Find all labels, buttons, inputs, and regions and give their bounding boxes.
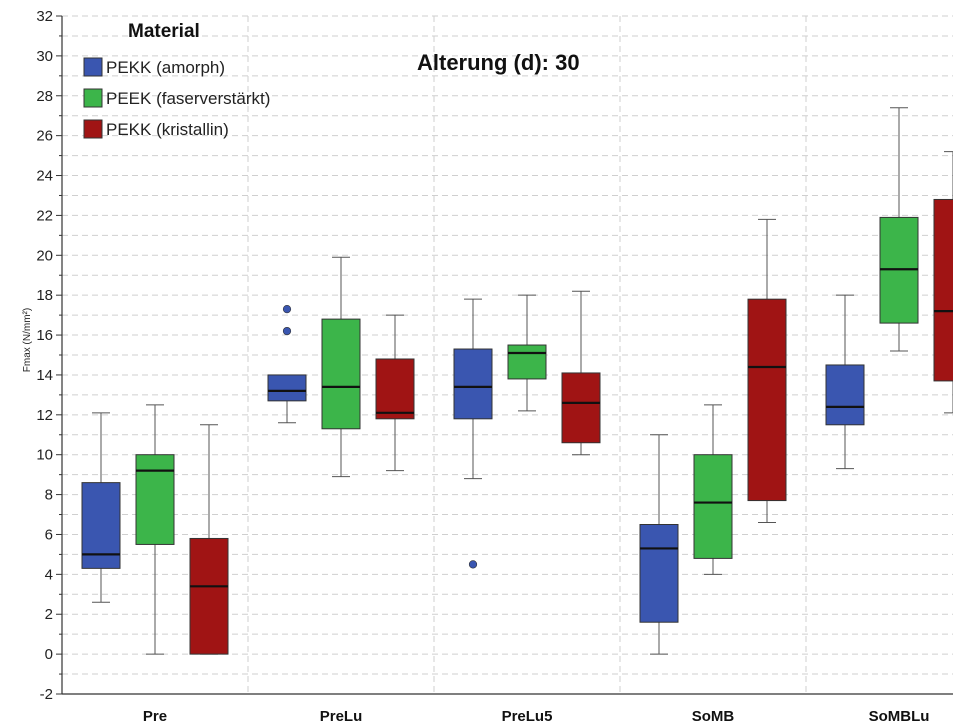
y-tick-label: 8 bbox=[45, 487, 53, 504]
legend-label: PEEK (faserverstärkt) bbox=[106, 89, 270, 108]
y-tick-label: 0 bbox=[45, 646, 53, 663]
legend-label: PEKK (kristallin) bbox=[106, 120, 229, 139]
box-plot-group bbox=[933, 151, 953, 414]
y-tick-label: 18 bbox=[36, 287, 53, 304]
y-tick-label: 2 bbox=[45, 606, 53, 623]
legend-label: PEKK (amorph) bbox=[106, 58, 225, 77]
legend: Material PEKK (amorph) PEEK (faserverstär… bbox=[83, 21, 270, 139]
legend-swatch bbox=[83, 57, 103, 77]
y-tick-label: 24 bbox=[36, 168, 53, 185]
legend-swatch bbox=[83, 119, 103, 139]
y-tick-label: 30 bbox=[36, 48, 53, 65]
box bbox=[825, 364, 865, 426]
y-tick-label: 26 bbox=[36, 128, 53, 145]
x-tick-label: SoMB bbox=[692, 708, 735, 724]
box-plot-group bbox=[189, 424, 229, 655]
y-tick-label: 14 bbox=[36, 367, 53, 384]
y-axis-label: Fmax (N/mm²) bbox=[22, 308, 33, 372]
y-tick-label: 28 bbox=[36, 88, 53, 105]
box-plot-group bbox=[453, 298, 493, 569]
y-tick-label: 12 bbox=[36, 407, 53, 424]
y-tick-label: 16 bbox=[36, 327, 53, 344]
y-tick-label: 6 bbox=[45, 526, 53, 543]
y-tick-label: 4 bbox=[45, 566, 53, 583]
box-plot-group bbox=[507, 294, 547, 412]
box-plot-group bbox=[375, 314, 415, 472]
box-plot-group bbox=[747, 218, 787, 524]
box-plot-group bbox=[693, 404, 733, 575]
legend-swatch bbox=[83, 88, 103, 108]
box-plot-group bbox=[879, 107, 919, 352]
x-tick-label: PreLu5 bbox=[502, 708, 553, 724]
outlier-point bbox=[282, 305, 292, 314]
boxes bbox=[81, 107, 953, 655]
box bbox=[375, 358, 415, 420]
box bbox=[453, 348, 493, 420]
box bbox=[693, 454, 733, 559]
box-plot-group bbox=[135, 404, 175, 655]
y-tick-label: 32 bbox=[36, 8, 53, 25]
box bbox=[507, 344, 547, 380]
box-plot-group bbox=[561, 290, 601, 456]
y-tick-label: 22 bbox=[36, 207, 53, 224]
legend-title: Material bbox=[128, 21, 200, 42]
box bbox=[189, 537, 229, 655]
grid bbox=[62, 15, 953, 694]
box bbox=[135, 454, 175, 545]
box-plot-group bbox=[825, 294, 865, 470]
chart-annotation: Alterung (d): 30 bbox=[417, 50, 580, 75]
x-tick-label: PreLu bbox=[320, 708, 363, 724]
box bbox=[747, 298, 787, 502]
y-tick-label: 20 bbox=[36, 247, 53, 264]
y-tick-label: -2 bbox=[40, 686, 53, 703]
box-plot-group bbox=[267, 305, 307, 424]
x-tick-label: SoMBLu bbox=[869, 708, 930, 724]
box-plot-group bbox=[81, 412, 121, 603]
box-plot-group bbox=[639, 434, 679, 655]
box bbox=[321, 318, 361, 430]
x-tick-label: Pre bbox=[143, 708, 167, 724]
box bbox=[267, 374, 307, 402]
y-tick-label: 10 bbox=[36, 447, 53, 464]
box bbox=[639, 524, 679, 623]
box bbox=[933, 198, 953, 382]
box bbox=[561, 372, 601, 444]
box-plot-group bbox=[321, 256, 361, 478]
outlier-point bbox=[282, 326, 292, 336]
outlier-point bbox=[468, 560, 478, 569]
